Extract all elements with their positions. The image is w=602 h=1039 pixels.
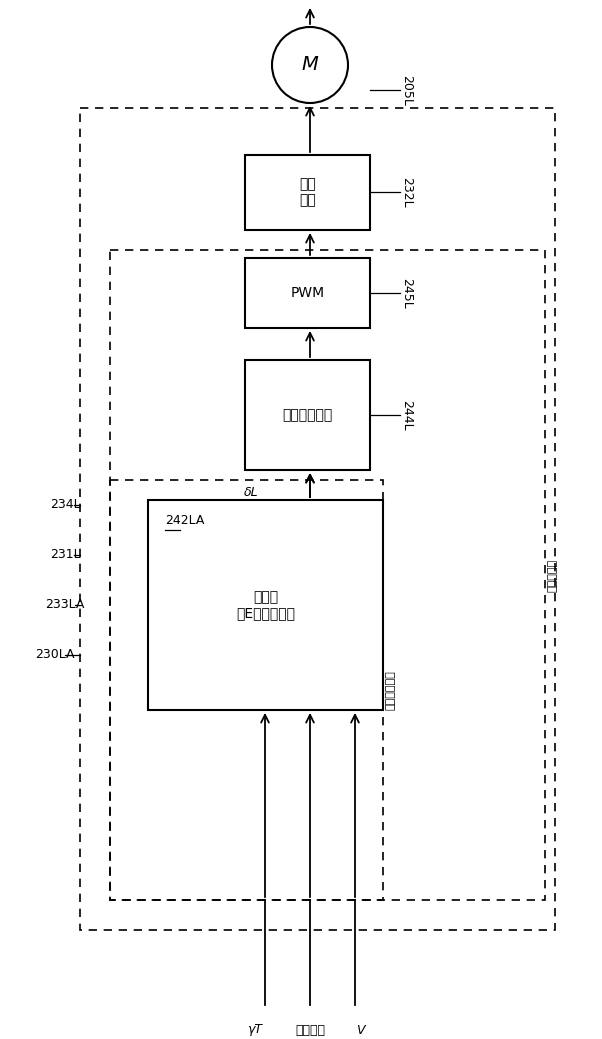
Text: 転舵指令部: 転舵指令部 xyxy=(548,558,558,591)
Text: 242LA: 242LA xyxy=(165,513,204,527)
Ellipse shape xyxy=(272,27,348,103)
Text: 244L: 244L xyxy=(400,400,413,430)
Text: 233LA: 233LA xyxy=(45,598,84,612)
Bar xyxy=(110,480,383,900)
Text: 駆動
回路: 駆動 回路 xyxy=(299,178,316,208)
Text: 電流値決定部: 電流値決定部 xyxy=(282,408,333,422)
Bar xyxy=(245,359,370,470)
Bar xyxy=(148,500,383,710)
Text: 転舵角決定部: 転舵角決定部 xyxy=(386,670,396,710)
Text: PWM: PWM xyxy=(290,286,324,300)
Bar xyxy=(245,155,370,230)
Text: γT: γT xyxy=(247,1023,262,1037)
Text: 231L: 231L xyxy=(50,549,81,561)
Bar xyxy=(80,108,555,930)
Bar xyxy=(245,258,370,328)
Text: M: M xyxy=(302,55,318,75)
Text: 制御部
（E一レート）: 制御部 （E一レート） xyxy=(236,590,295,620)
Bar xyxy=(110,250,545,900)
Text: 故障情報: 故障情報 xyxy=(295,1023,325,1037)
Text: δL: δL xyxy=(243,485,258,499)
Text: 234L: 234L xyxy=(50,499,81,511)
Text: V: V xyxy=(356,1023,364,1037)
Text: 232L: 232L xyxy=(400,177,413,208)
Text: 230LA: 230LA xyxy=(35,648,75,662)
Text: 245L: 245L xyxy=(400,277,413,309)
Text: 205L: 205L xyxy=(400,75,413,105)
